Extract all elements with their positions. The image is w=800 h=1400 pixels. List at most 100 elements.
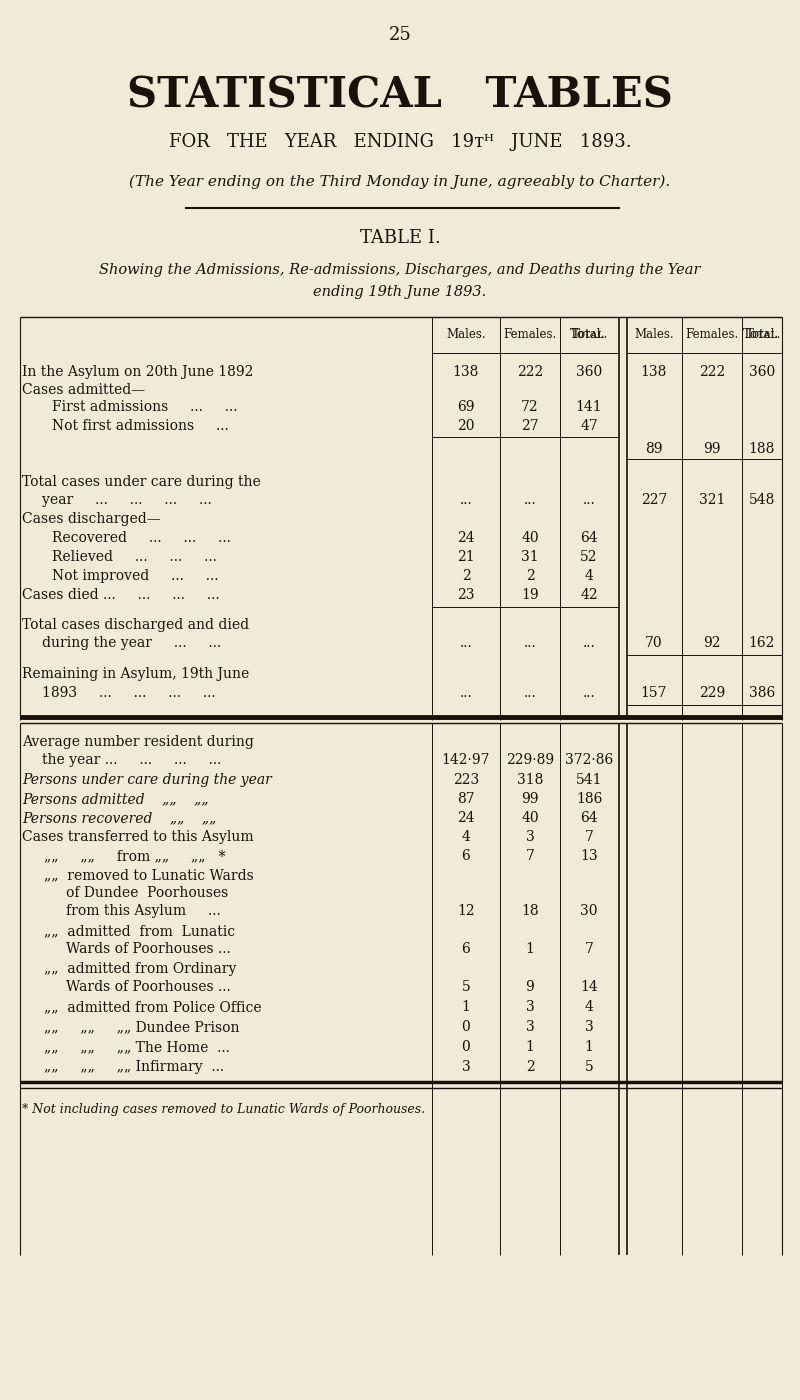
Text: Females.: Females. xyxy=(686,329,738,342)
Text: Total.: Total. xyxy=(572,329,606,342)
Text: 321: 321 xyxy=(699,493,725,507)
Text: 24: 24 xyxy=(457,531,475,545)
Text: 21: 21 xyxy=(457,550,475,564)
Text: (The Year ending on the Third Monday in June, agreeably to Charter).: (The Year ending on the Third Monday in … xyxy=(130,175,670,189)
Text: 72: 72 xyxy=(521,400,539,414)
Text: 223: 223 xyxy=(453,773,479,787)
Text: Cases died ...     ...     ...     ...: Cases died ... ... ... ... xyxy=(22,588,220,602)
Text: 99: 99 xyxy=(703,442,721,456)
Text: Not first admissions     ...: Not first admissions ... xyxy=(52,419,229,433)
Text: Relieved     ...     ...     ...: Relieved ... ... ... xyxy=(52,550,217,564)
Text: Cases transferred to this Asylum: Cases transferred to this Asylum xyxy=(22,830,254,844)
Text: FOR   THE   YEAR   ENDING   19ᴛᴴ   JUNE   1893.: FOR THE YEAR ENDING 19ᴛᴴ JUNE 1893. xyxy=(169,133,631,151)
Text: „„  admitted from Police Office: „„ admitted from Police Office xyxy=(44,1000,262,1014)
Text: 0: 0 xyxy=(462,1040,470,1054)
Text: 3: 3 xyxy=(526,1000,534,1014)
Text: 31: 31 xyxy=(521,550,539,564)
Text: 157: 157 xyxy=(641,686,667,700)
Text: STATISTICAL   TABLES: STATISTICAL TABLES xyxy=(127,74,673,116)
Text: 1: 1 xyxy=(526,1040,534,1054)
Text: 40: 40 xyxy=(521,811,539,825)
Text: Persons under care during the year: Persons under care during the year xyxy=(22,773,272,787)
Text: ...: ... xyxy=(460,636,472,650)
Text: 99: 99 xyxy=(522,792,538,806)
Text: ...: ... xyxy=(582,493,595,507)
Text: Total cases under care during the: Total cases under care during the xyxy=(22,475,261,489)
Text: 40: 40 xyxy=(521,531,539,545)
Text: First admissions     ...     ...: First admissions ... ... xyxy=(52,400,238,414)
Text: 1893     ...     ...     ...     ...: 1893 ... ... ... ... xyxy=(42,686,216,700)
Text: 372·86: 372·86 xyxy=(565,753,613,767)
Text: 138: 138 xyxy=(641,365,667,379)
Text: 25: 25 xyxy=(389,27,411,43)
Text: * Not including cases removed to Lunatic Wards of Poorhouses.: * Not including cases removed to Lunatic… xyxy=(22,1103,425,1117)
Text: 1: 1 xyxy=(585,1040,594,1054)
Text: Total.: Total. xyxy=(746,329,778,342)
Text: Tᴏᴛᴀʟ.: Tᴏᴛᴀʟ. xyxy=(570,329,608,342)
Text: 64: 64 xyxy=(580,811,598,825)
Text: 188: 188 xyxy=(749,442,775,456)
Text: 541: 541 xyxy=(576,773,602,787)
Text: 1: 1 xyxy=(462,1000,470,1014)
Text: 222: 222 xyxy=(699,365,725,379)
Text: 19: 19 xyxy=(521,588,539,602)
Text: Tᴏᴛᴀʟ.: Tᴏᴛᴀʟ. xyxy=(743,329,781,342)
Text: during the year     ...     ...: during the year ... ... xyxy=(42,636,222,650)
Text: ...: ... xyxy=(524,686,536,700)
Text: 20: 20 xyxy=(458,419,474,433)
Text: Cases admitted—: Cases admitted— xyxy=(22,384,145,398)
Text: 7: 7 xyxy=(526,848,534,862)
Text: 69: 69 xyxy=(458,400,474,414)
Text: of Dundee  Poorhouses: of Dundee Poorhouses xyxy=(66,886,228,900)
Text: 318: 318 xyxy=(517,773,543,787)
Text: Not improved     ...     ...: Not improved ... ... xyxy=(52,568,218,582)
Text: 4: 4 xyxy=(585,1000,594,1014)
Text: 360: 360 xyxy=(749,365,775,379)
Text: 227: 227 xyxy=(641,493,667,507)
Text: 386: 386 xyxy=(749,686,775,700)
Text: Females.: Females. xyxy=(503,329,557,342)
Text: 162: 162 xyxy=(749,636,775,650)
Text: „„     „„     „„ The Home  ...: „„ „„ „„ The Home ... xyxy=(44,1040,230,1054)
Text: 47: 47 xyxy=(580,419,598,433)
Text: ...: ... xyxy=(524,493,536,507)
Text: „„  removed to Lunatic Wards: „„ removed to Lunatic Wards xyxy=(44,868,254,882)
Text: „„  admitted from Ordinary: „„ admitted from Ordinary xyxy=(44,962,236,976)
Text: 4: 4 xyxy=(585,568,594,582)
Text: 70: 70 xyxy=(645,636,663,650)
Text: 30: 30 xyxy=(580,904,598,918)
Text: ...: ... xyxy=(582,686,595,700)
Text: ...: ... xyxy=(582,636,595,650)
Text: 5: 5 xyxy=(585,1060,594,1074)
Text: 7: 7 xyxy=(585,942,594,956)
Text: 5: 5 xyxy=(462,980,470,994)
Text: 229: 229 xyxy=(699,686,725,700)
Text: 13: 13 xyxy=(580,848,598,862)
Text: Males.: Males. xyxy=(446,329,486,342)
Text: Persons admitted    „„    „„: Persons admitted „„ „„ xyxy=(22,792,209,806)
Text: 27: 27 xyxy=(521,419,539,433)
Text: 141: 141 xyxy=(576,400,602,414)
Text: Wards of Poorhouses ...: Wards of Poorhouses ... xyxy=(66,942,230,956)
Text: 186: 186 xyxy=(576,792,602,806)
Text: 42: 42 xyxy=(580,588,598,602)
Text: „„     „„     „„ Dundee Prison: „„ „„ „„ Dundee Prison xyxy=(44,1021,239,1035)
Text: ...: ... xyxy=(460,686,472,700)
Text: 0: 0 xyxy=(462,1021,470,1035)
Text: „„     „„     from „„     „„   *: „„ „„ from „„ „„ * xyxy=(44,848,226,862)
Text: 89: 89 xyxy=(646,442,662,456)
Text: 548: 548 xyxy=(749,493,775,507)
Text: In the Asylum on 20th June 1892: In the Asylum on 20th June 1892 xyxy=(22,365,254,379)
Text: ...: ... xyxy=(524,636,536,650)
Text: year     ...     ...     ...     ...: year ... ... ... ... xyxy=(42,493,212,507)
Text: 2: 2 xyxy=(526,1060,534,1074)
Text: Males.: Males. xyxy=(634,329,674,342)
Text: 12: 12 xyxy=(457,904,475,918)
Text: 6: 6 xyxy=(462,848,470,862)
Text: ending 19th June 1893.: ending 19th June 1893. xyxy=(314,286,486,300)
Text: 3: 3 xyxy=(526,1021,534,1035)
Text: 229·89: 229·89 xyxy=(506,753,554,767)
Text: 3: 3 xyxy=(585,1021,594,1035)
Text: 64: 64 xyxy=(580,531,598,545)
Text: 2: 2 xyxy=(526,568,534,582)
